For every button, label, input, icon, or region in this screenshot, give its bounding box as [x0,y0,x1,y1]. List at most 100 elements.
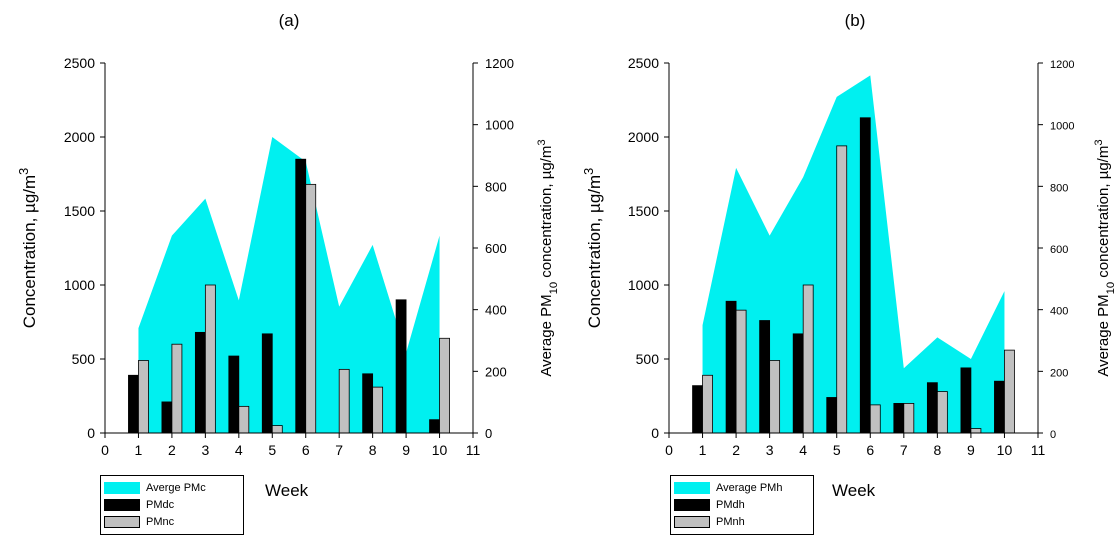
x-tick-label-a-8: 8 [369,442,377,458]
legend-b-label-day: PMdh [716,499,745,511]
y-tick-label-b-2000: 2000 [628,129,659,145]
bar-b-night-week-3 [769,360,781,434]
bar-a-day-week-8 [362,373,374,434]
legend-a: Averge PMc PMdc PMnc [100,475,244,535]
bar-a-day-week-4 [228,355,240,434]
y-tick-label-a-2500: 2500 [64,55,95,71]
x-tick-label-a-3: 3 [201,442,209,458]
y-tick-label-a-1500: 1500 [64,203,95,219]
y2-tick-label-a-400: 400 [485,303,507,318]
x-tick-label-a-10: 10 [432,442,448,458]
bar-b-day-week-4 [792,333,804,434]
y2-tick-label-b-600: 600 [1050,244,1068,256]
legend-b: Average PMh PMdh PMnh [670,475,814,535]
x-tick-label-b-9: 9 [967,442,975,458]
x-tick-label-a-5: 5 [268,442,276,458]
bar-b-day-week-1 [692,385,703,434]
bar-a-night-week-2 [171,343,183,434]
x-tick-label-a-7: 7 [335,442,343,458]
legend-a-label-day: PMdc [146,499,175,511]
legend-a-label-night: PMnc [146,516,175,528]
y2-axis-label-a: Average PM10 concentration, µg/m3 [536,139,560,376]
y-axis-label-b: Concentration, µg/m3 [581,168,605,329]
x-tick-label-a-9: 9 [402,442,410,458]
x-tick-label-b-4: 4 [799,442,807,458]
y-axis-label-a: Concentration, µg/m3 [16,168,40,329]
area-b-average [702,75,1005,433]
bar-a-day-week-2 [161,401,173,434]
bar-b-day-week-5 [826,397,838,434]
legend-a-swatch-area [104,482,140,494]
bar-b-day-week-6 [859,117,871,434]
x-tick-label-b-1: 1 [699,442,707,458]
bar-b-night-week-6 [869,404,881,434]
bar-b-day-week-2 [725,300,737,434]
bar-a-day-week-9 [395,299,407,434]
x-tick-label-b-3: 3 [766,442,774,458]
bar-b-day-week-9 [960,367,972,434]
bar-a-night-week-1 [138,360,149,434]
area-a-average [138,137,440,433]
bar-b-day-week-10 [994,380,1005,434]
y2-tick-label-a-200: 200 [485,364,507,379]
y-tick-label-b-500: 500 [636,351,660,367]
y-tick-label-a-0: 0 [87,425,95,441]
x-tick-label-b-5: 5 [833,442,841,458]
bar-a-night-week-3 [204,284,216,434]
x-tick-label-b-8: 8 [933,442,941,458]
y-tick-label-a-500: 500 [72,351,96,367]
y2-tick-label-b-1200: 1200 [1050,59,1074,71]
bar-b-day-week-3 [759,320,771,434]
bar-a-day-week-5 [261,333,273,434]
y2-tick-label-b-200: 200 [1050,367,1068,379]
y2-tick-label-b-0: 0 [1050,429,1056,441]
bar-b-night-week-2 [735,309,747,434]
bar-a-night-week-5 [271,425,283,434]
legend-b-label-area: Average PMh [716,482,783,494]
bar-a-day-week-3 [194,331,206,434]
y2-tick-label-a-0: 0 [485,426,492,441]
x-tick-label-b-7: 7 [900,442,908,458]
x-tick-label-a-2: 2 [168,442,176,458]
bar-b-night-week-9 [970,428,982,434]
y-tick-label-a-2000: 2000 [64,129,95,145]
y-tick-label-b-1000: 1000 [628,277,659,293]
bar-b-night-week-5 [836,145,848,434]
bar-a-night-week-4 [238,405,250,434]
bar-b-day-week-8 [926,382,938,434]
x-tick-label-a-11: 11 [466,442,481,458]
chart-title-a: (a) [279,11,300,30]
bar-a-day-week-1 [128,374,139,434]
bar-a-day-week-10 [429,419,440,434]
legend-b-swatch-area [674,482,710,494]
bar-b-night-week-4 [802,284,814,434]
y2-tick-label-b-1000: 1000 [1050,121,1074,133]
legend-a-item-night: PMnc [104,515,174,529]
legend-b-item-day: PMdh [674,498,745,512]
x-axis-label-b: Week [832,481,876,500]
y-tick-label-b-1500: 1500 [628,203,659,219]
x-tick-label-b-2: 2 [732,442,740,458]
x-tick-label-b-11: 11 [1031,442,1046,458]
chart-title-b: (b) [845,11,866,30]
x-tick-label-a-4: 4 [235,442,243,458]
bar-b-night-week-1 [702,374,713,434]
y2-tick-label-b-800: 800 [1050,182,1068,194]
legend-b-label-night: PMnh [716,516,745,528]
x-tick-label-b-6: 6 [866,442,874,458]
legend-a-swatch-night [104,516,140,528]
legend-a-swatch-day [104,499,140,511]
legend-b-swatch-day [674,499,710,511]
legend-b-swatch-night [674,516,710,528]
y-tick-label-b-2500: 2500 [628,55,659,71]
y2-tick-label-a-800: 800 [485,179,507,194]
legend-a-item-area: Averge PMc [104,481,206,495]
y2-tick-label-a-1200: 1200 [485,56,514,71]
bar-a-night-week-7 [338,368,350,434]
x-tick-label-b-0: 0 [665,442,673,458]
x-axis-label-a: Week [265,481,309,500]
legend-a-item-day: PMdc [104,498,174,512]
legend-b-item-night: PMnh [674,515,745,529]
